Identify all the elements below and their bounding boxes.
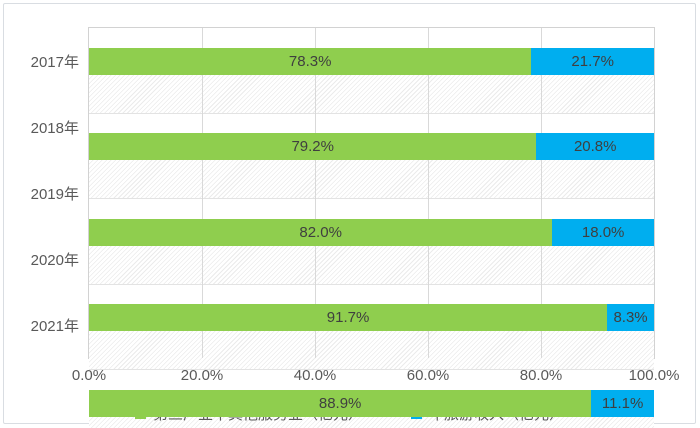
bar-value-label: 21.7% (571, 52, 614, 70)
bar-value-label: 20.8% (573, 138, 617, 155)
bar-segment-tourism-revenue: 21.7% (531, 47, 654, 75)
bar-row: 88.9% 11.1% (89, 389, 654, 428)
x-axis-tick-label: 40.0% (293, 367, 337, 384)
x-axis-labels: 0.0% 20.0% 40.0% 60.0% 80.0% 100.0% (72, 367, 680, 385)
chart-frame: 78.3% 21.7% 79.2% 20.8% 82.0% 18.0% 91.7% 8.3% 8… (3, 3, 696, 428)
y-axis-label: 2018年 (30, 119, 79, 137)
bar-value-label: 18.0% (581, 223, 625, 241)
bar-value-label: 91.7% (326, 309, 370, 326)
x-axis-tick-label: 20.0% (180, 367, 224, 384)
x-axis-tick-label: 0.0% (71, 367, 107, 384)
bar-segment-services-industry: 78.3% (89, 47, 532, 75)
stacked-bar: 88.9% 11.1% (89, 389, 654, 417)
bar-row: 78.3% 21.7% (89, 47, 654, 114)
gridline-vertical (427, 28, 429, 358)
gridline-vertical (540, 28, 542, 358)
bar-row: 91.7% 8.3% (89, 304, 654, 370)
bar-rows: 78.3% 21.7% 79.2% 20.8% 82.0% 18.0% 91.7% 8.3% 8… (89, 47, 654, 428)
gridline-vertical (314, 28, 316, 358)
bar-segment-tourism-revenue: 20.8% (536, 133, 654, 160)
bar-segment-tourism-revenue: 8.3% (607, 304, 654, 331)
stacked-bar: 79.2% 20.8% (89, 133, 654, 160)
stacked-bar: 91.7% 8.3% (89, 304, 654, 331)
bar-value-label: 78.3% (288, 52, 332, 70)
plot-area: 78.3% 21.7% 79.2% 20.8% 82.0% 18.0% 91.7% 8.3% 8… (88, 27, 655, 428)
bar-value-label: 8.3% (613, 309, 648, 326)
x-axis-tick-label: 100.0% (628, 367, 680, 384)
bar-segment-tourism-revenue: 18.0% (552, 218, 654, 246)
x-axis-tick-label: 80.0% (519, 367, 563, 384)
y-axis-label: 2021年 (30, 317, 79, 335)
y-axis-label: 2019年 (30, 185, 79, 203)
bar-segment-services-industry: 79.2% (89, 133, 537, 160)
bar-segment-services-industry: 88.9% (89, 389, 592, 417)
vertical-gridlines (89, 28, 654, 358)
bar-value-label: 11.1% (601, 394, 644, 412)
stacked-bar: 82.0% 18.0% (89, 218, 654, 246)
y-axis-label: 2020年 (30, 251, 79, 269)
bar-value-label: 79.2% (291, 138, 334, 155)
stacked-bar: 78.3% 21.7% (89, 47, 654, 75)
gridline-vertical (201, 28, 203, 358)
bar-value-label: 82.0% (299, 223, 342, 241)
bar-row: 82.0% 18.0% (89, 218, 654, 285)
bar-segment-services-industry: 91.7% (89, 304, 608, 331)
bar-value-label: 88.9% (318, 394, 362, 412)
bar-row: 79.2% 20.8% (89, 133, 654, 199)
bar-segment-tourism-revenue: 11.1% (591, 389, 654, 417)
y-axis-labels: 2017年 2018年 2019年 2020年 2021年 (4, 28, 79, 358)
x-axis-tick-label: 60.0% (406, 367, 450, 384)
bar-segment-services-industry: 82.0% (89, 218, 553, 246)
y-axis-label: 2017年 (30, 53, 79, 71)
